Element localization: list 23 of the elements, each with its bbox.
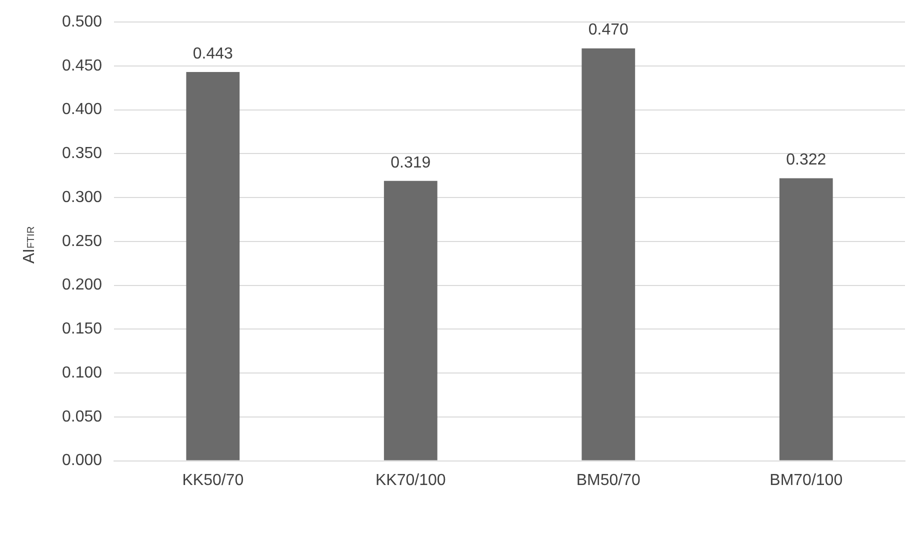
y-tick-label: 0.300 <box>62 188 102 206</box>
bar <box>779 178 833 460</box>
data-label: 0.443 <box>192 45 234 62</box>
y-tick-label: 0.000 <box>62 452 102 470</box>
bar <box>186 72 240 460</box>
x-tick-label: KK50/70 <box>182 472 244 489</box>
x-tick-label: BM50/70 <box>576 472 641 489</box>
y-tick-label: 0.250 <box>62 232 102 250</box>
bar <box>384 180 438 460</box>
x-tick-label: KK70/100 <box>376 472 446 489</box>
y-tick-label: 0.400 <box>62 101 102 118</box>
y-tick-label: 0.500 <box>62 13 102 30</box>
data-label: 0.319 <box>390 154 431 172</box>
y-tick-label: 0.200 <box>62 276 102 294</box>
y-tick-label: 0.050 <box>62 408 102 426</box>
y-tick-label: 0.100 <box>62 364 102 382</box>
y-tick-label: 0.150 <box>62 320 102 338</box>
y-tick-label: 0.350 <box>62 145 102 162</box>
bar <box>582 48 636 460</box>
y-tick-label: 0.450 <box>62 57 102 74</box>
data-label: 0.470 <box>588 22 629 39</box>
data-label: 0.322 <box>786 152 826 169</box>
x-tick-label: BM70/100 <box>770 472 843 489</box>
